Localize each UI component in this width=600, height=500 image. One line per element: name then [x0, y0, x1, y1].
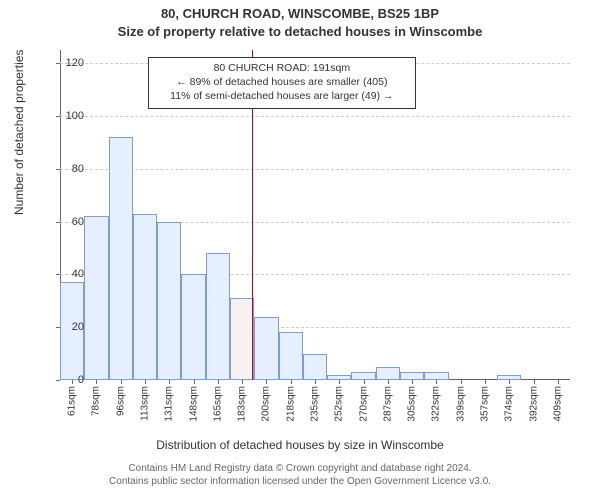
histogram-bar: [181, 274, 205, 380]
y-tick-label: 40: [44, 268, 84, 280]
x-tick-mark: [461, 380, 462, 384]
x-tick-label: 287sqm: [382, 386, 393, 422]
x-tick-label: 270sqm: [358, 386, 369, 422]
x-tick-mark: [534, 380, 535, 384]
x-tick-mark: [145, 380, 146, 384]
grid-line: [60, 169, 570, 170]
y-tick-label: 80: [44, 163, 84, 175]
x-tick-label: 61sqm: [67, 386, 78, 416]
y-tick-label: 100: [44, 110, 84, 122]
x-tick-label: 252sqm: [334, 386, 345, 422]
x-tick-mark: [509, 380, 510, 384]
x-tick-mark: [291, 380, 292, 384]
histogram-bar: [84, 216, 108, 380]
histogram-bar: [109, 137, 133, 380]
histogram-bar: [303, 354, 327, 380]
x-tick-label: 322sqm: [431, 386, 442, 422]
x-tick-mark: [412, 380, 413, 384]
y-tick-label: 0: [44, 374, 84, 386]
histogram-bar: [230, 298, 254, 380]
annotation-line: ← 89% of detached houses are smaller (40…: [155, 75, 409, 89]
x-tick-label: 78sqm: [91, 386, 102, 416]
x-tick-label: 339sqm: [455, 386, 466, 422]
x-tick-mark: [558, 380, 559, 384]
footer-line-1: Contains HM Land Registry data © Crown c…: [0, 462, 600, 475]
title-line-2: Size of property relative to detached ho…: [0, 24, 600, 39]
x-tick-label: 235sqm: [310, 386, 321, 422]
x-tick-mark: [96, 380, 97, 384]
x-tick-mark: [169, 380, 170, 384]
x-axis-label: Distribution of detached houses by size …: [0, 438, 600, 452]
x-tick-mark: [266, 380, 267, 384]
histogram-bar: [279, 332, 303, 380]
chart-container: 80, CHURCH ROAD, WINSCOMBE, BS25 1BP Siz…: [0, 0, 600, 500]
x-tick-label: 374sqm: [504, 386, 515, 422]
y-tick-label: 20: [44, 321, 84, 333]
y-axis-label: Number of detached properties: [12, 50, 26, 215]
plot-area: 80 CHURCH ROAD: 191sqm← 89% of detached …: [60, 50, 570, 380]
y-tick-label: 60: [44, 216, 84, 228]
x-tick-mark: [485, 380, 486, 384]
x-tick-label: 200sqm: [261, 386, 272, 422]
histogram-bar: [376, 367, 400, 380]
x-tick-label: 113sqm: [140, 386, 151, 421]
x-tick-mark: [436, 380, 437, 384]
x-tick-mark: [315, 380, 316, 384]
x-tick-mark: [364, 380, 365, 384]
annotation-box: 80 CHURCH ROAD: 191sqm← 89% of detached …: [148, 57, 416, 109]
x-tick-label: 131sqm: [164, 386, 175, 422]
x-tick-label: 218sqm: [285, 386, 296, 422]
histogram-bar: [133, 214, 157, 380]
x-tick-mark: [242, 380, 243, 384]
footer: Contains HM Land Registry data © Crown c…: [0, 462, 600, 488]
title-line-1: 80, CHURCH ROAD, WINSCOMBE, BS25 1BP: [0, 6, 600, 21]
x-tick-label: 305sqm: [407, 386, 418, 422]
y-tick-label: 120: [44, 57, 84, 69]
x-tick-label: 96sqm: [115, 386, 126, 416]
histogram-bar: [400, 372, 424, 380]
footer-line-2: Contains public sector information licen…: [0, 475, 600, 488]
histogram-bar: [351, 372, 375, 380]
x-tick-label: 357sqm: [480, 386, 491, 422]
x-tick-label: 148sqm: [188, 386, 199, 422]
x-tick-label: 409sqm: [552, 386, 563, 422]
x-tick-mark: [339, 380, 340, 384]
annotation-line: 80 CHURCH ROAD: 191sqm: [155, 61, 409, 75]
x-tick-mark: [218, 380, 219, 384]
x-tick-mark: [121, 380, 122, 384]
x-tick-mark: [194, 380, 195, 384]
annotation-line: 11% of semi-detached houses are larger (…: [155, 89, 409, 103]
x-tick-label: 392sqm: [528, 386, 539, 422]
histogram-bar: [424, 372, 448, 380]
histogram-bar: [157, 222, 181, 380]
x-tick-mark: [388, 380, 389, 384]
histogram-bar: [206, 253, 230, 380]
histogram-bar: [254, 317, 278, 380]
grid-line: [60, 116, 570, 117]
x-tick-label: 165sqm: [212, 386, 223, 422]
x-tick-label: 183sqm: [237, 386, 248, 422]
